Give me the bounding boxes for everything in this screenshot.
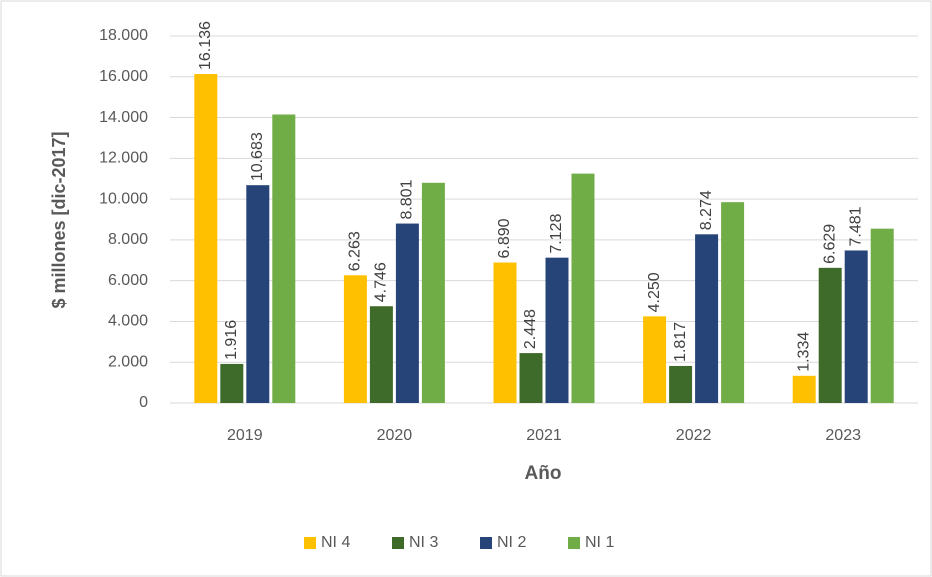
x-tick-label: 2020 bbox=[377, 427, 413, 444]
data-label: 2.448 bbox=[522, 309, 539, 349]
data-label: 1.334 bbox=[795, 332, 812, 372]
bar bbox=[669, 365, 693, 403]
y-tick-label: 0 bbox=[139, 394, 148, 411]
bar bbox=[493, 262, 517, 403]
bar bbox=[369, 306, 393, 403]
data-label: 7.128 bbox=[548, 214, 565, 254]
data-label: 10.683 bbox=[249, 132, 266, 181]
x-axis-title: Año bbox=[525, 463, 562, 484]
y-axis-title: $ millones [dic-2017] bbox=[49, 131, 69, 308]
bar bbox=[395, 223, 419, 403]
legend-swatch bbox=[304, 537, 316, 549]
bar bbox=[844, 250, 868, 403]
data-label: 1.817 bbox=[672, 322, 689, 362]
y-tick-label: 12.000 bbox=[99, 150, 148, 167]
y-tick-label: 8.000 bbox=[108, 231, 148, 248]
x-tick-label: 2019 bbox=[227, 427, 263, 444]
bar bbox=[695, 234, 719, 403]
legend-label: NI 3 bbox=[409, 534, 438, 551]
data-label: 8.801 bbox=[399, 179, 416, 219]
bar bbox=[194, 74, 218, 404]
legend-label: NI 2 bbox=[497, 534, 526, 551]
data-label: 1.916 bbox=[223, 320, 240, 360]
data-label: 6.263 bbox=[347, 231, 364, 271]
bar bbox=[870, 228, 894, 403]
bar bbox=[272, 114, 296, 403]
bar bbox=[343, 275, 367, 403]
legend-swatch bbox=[392, 537, 404, 549]
bar bbox=[220, 363, 244, 403]
bar bbox=[571, 173, 595, 403]
y-tick-label: 4.000 bbox=[108, 313, 148, 330]
data-label: 6.629 bbox=[821, 224, 838, 264]
x-tick-label: 2022 bbox=[676, 427, 712, 444]
data-label: 16.136 bbox=[197, 21, 214, 70]
y-tick-label: 18.000 bbox=[99, 27, 148, 44]
data-label: 4.250 bbox=[646, 272, 663, 312]
bar bbox=[519, 353, 543, 403]
data-label: 4.746 bbox=[373, 262, 390, 302]
bar bbox=[246, 185, 270, 403]
data-label: 6.890 bbox=[496, 218, 513, 258]
y-tick-label: 14.000 bbox=[99, 109, 148, 126]
y-tick-label: 6.000 bbox=[108, 272, 148, 289]
data-label: 8.274 bbox=[698, 190, 715, 230]
legend-label: NI 1 bbox=[585, 534, 614, 551]
legend-swatch bbox=[568, 537, 580, 549]
y-tick-label: 2.000 bbox=[108, 353, 148, 370]
legend-swatch bbox=[480, 537, 492, 549]
bar bbox=[421, 182, 445, 403]
y-tick-label: 10.000 bbox=[99, 190, 148, 207]
x-tick-label: 2021 bbox=[526, 427, 562, 444]
bar bbox=[545, 257, 569, 403]
x-tick-label: 2023 bbox=[825, 427, 861, 444]
legend-label: NI 4 bbox=[321, 534, 350, 551]
bar bbox=[818, 267, 842, 403]
y-tick-label: 16.000 bbox=[99, 68, 148, 85]
bar bbox=[792, 375, 816, 403]
bar bbox=[643, 316, 667, 403]
bar bbox=[721, 202, 745, 403]
data-label: 7.481 bbox=[847, 206, 864, 246]
